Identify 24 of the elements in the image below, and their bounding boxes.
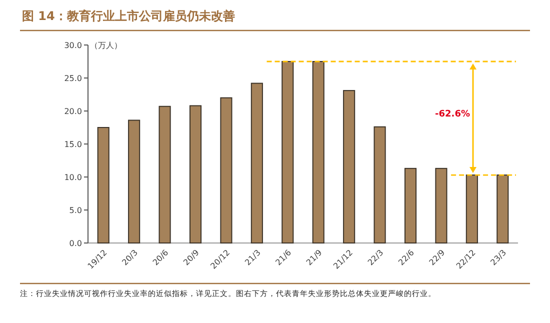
y-tick-label: 5.0 [69,206,82,215]
bar [250,82,263,244]
y-tick-label: 20.0 [64,107,82,116]
bar [189,105,202,244]
bar [466,174,478,244]
y-tick-label: 0.0 [69,239,82,248]
bar [282,61,294,244]
bar [374,126,386,244]
bar [312,61,324,244]
y-tick-label: 30.0 [64,41,82,50]
y-tick-label: 15.0 [64,140,82,149]
y-tick-label: 25.0 [64,74,82,83]
bar [97,127,110,244]
bar [343,90,356,244]
annotation: -62.6% [435,109,470,120]
chart-title: 图 14：教育行业上市公司雇员仍未改善 [22,9,235,23]
bar [158,106,171,244]
bar [496,174,509,244]
y-axis-title: （万人） [90,41,122,50]
bar [220,97,232,244]
bar [128,120,140,244]
bar [404,168,417,244]
bar [435,168,448,244]
y-tick-label: 10.0 [64,173,82,182]
